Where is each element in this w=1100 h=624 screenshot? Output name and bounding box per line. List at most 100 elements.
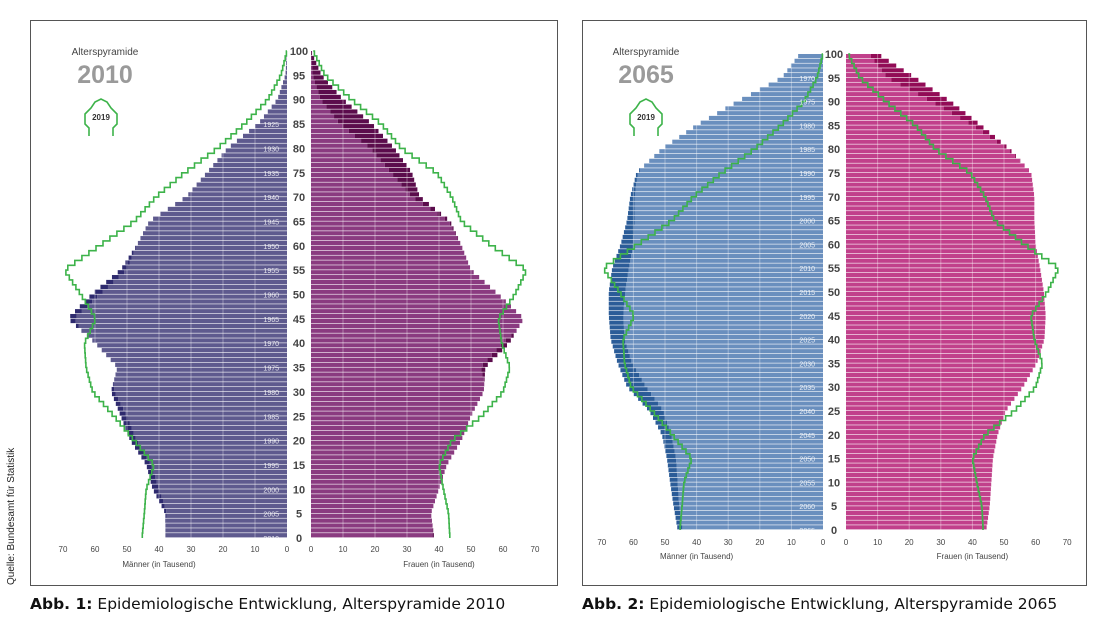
birth-year-label: 2020 xyxy=(799,314,815,321)
female-bar xyxy=(846,134,990,140)
female-bar xyxy=(311,182,402,187)
legend-pyramid-icon xyxy=(84,98,118,136)
male-surplus-bar xyxy=(667,458,677,463)
female-2019-outline xyxy=(848,53,1059,530)
female-bar xyxy=(846,491,991,497)
male-surplus-bar xyxy=(664,444,674,449)
female-bar xyxy=(846,510,989,516)
female-bar xyxy=(846,220,1035,225)
male-bar xyxy=(651,391,823,397)
female-bar xyxy=(311,328,517,333)
female-x-tick-label: 60 xyxy=(499,545,508,554)
male-bar xyxy=(663,411,823,416)
male-bar xyxy=(165,533,287,538)
male-x-tick-label: 20 xyxy=(755,538,764,547)
male-x-tick-label: 60 xyxy=(629,538,638,547)
male-surplus-bar xyxy=(164,508,167,514)
male-bar xyxy=(155,474,287,479)
male-bar xyxy=(783,73,823,78)
male-x-tick-label: 10 xyxy=(251,545,260,554)
male-bar xyxy=(635,187,823,192)
male-bar xyxy=(182,197,287,202)
birth-year-label: 1985 xyxy=(263,414,279,421)
female-bar xyxy=(311,89,319,95)
female-bar xyxy=(311,513,432,518)
female-bar xyxy=(846,139,997,144)
male-bar xyxy=(634,225,823,230)
birth-year-label: 2005 xyxy=(799,242,815,249)
female-surplus-bar xyxy=(401,182,416,187)
male-surplus-bar xyxy=(608,292,625,297)
male-bar xyxy=(283,80,287,85)
female-bar xyxy=(846,353,1040,359)
female-bar xyxy=(846,372,1030,378)
female-bar xyxy=(311,216,445,221)
male-bar xyxy=(81,309,287,314)
male-axis-title: Männer (in Tausend) xyxy=(122,560,196,569)
birth-year-label: 2065 xyxy=(799,528,815,535)
female-bar xyxy=(311,372,483,377)
male-surplus-bar xyxy=(642,401,658,406)
male-bar xyxy=(628,349,823,354)
female-bar xyxy=(846,363,1036,368)
female-surplus-bar xyxy=(348,128,379,134)
age-tick-label: 30 xyxy=(293,387,305,399)
female-bar xyxy=(846,77,892,82)
male-bar xyxy=(165,523,287,528)
male-bar xyxy=(86,333,287,338)
female-bar xyxy=(311,323,520,328)
male-bar xyxy=(624,330,823,335)
birth-year-label: 1995 xyxy=(799,195,815,202)
female-surplus-bar xyxy=(388,167,411,173)
female-bar xyxy=(846,63,879,68)
female-bar xyxy=(846,444,996,449)
female-surplus-bar xyxy=(322,99,346,104)
male-bar xyxy=(148,221,287,226)
female-bar xyxy=(846,391,1018,397)
male-surplus-bar xyxy=(670,482,678,487)
female-bar xyxy=(846,253,1038,259)
female-bar xyxy=(311,533,433,538)
male-bar xyxy=(644,382,823,387)
male-x-tick-label: 30 xyxy=(724,538,733,547)
male-surplus-bar xyxy=(153,489,160,494)
female-surplus-bar xyxy=(312,65,319,70)
male-surplus-bar xyxy=(675,515,681,520)
male-bar xyxy=(633,363,823,368)
male-bar xyxy=(679,501,823,506)
male-bar xyxy=(693,125,823,130)
male-surplus-bar xyxy=(161,503,165,509)
female-surplus-bar xyxy=(1014,153,1016,159)
male-surplus-bar xyxy=(615,353,630,359)
age-tick-label: 60 xyxy=(293,241,305,253)
female-x-tick-label: 40 xyxy=(968,538,977,547)
female-bar xyxy=(846,58,875,63)
female-surplus-bar xyxy=(380,158,403,163)
female-surplus-bar xyxy=(311,55,315,61)
male-bar xyxy=(160,211,287,216)
female-bar xyxy=(846,430,999,435)
age-tick-label: 90 xyxy=(293,95,305,107)
male-bar xyxy=(661,406,823,411)
birth-year-label: 2030 xyxy=(799,361,815,368)
age-tick-label: 80 xyxy=(828,144,840,156)
male-bar xyxy=(647,387,823,392)
male-bar xyxy=(708,115,823,121)
female-surplus-bar xyxy=(968,120,978,125)
female-surplus-bar xyxy=(361,138,388,143)
age-tick-label: 55 xyxy=(293,265,305,277)
female-x-tick-label: 30 xyxy=(403,545,412,554)
male-surplus-bar xyxy=(676,520,682,525)
female-bar xyxy=(311,245,463,251)
male-surplus-bar xyxy=(149,474,155,479)
male-bar xyxy=(794,58,823,63)
female-bar xyxy=(311,270,474,275)
male-bar xyxy=(114,387,287,392)
age-tick-label: 30 xyxy=(828,382,840,394)
female-bar xyxy=(311,387,484,392)
male-surplus-bar xyxy=(112,382,114,387)
female-bar xyxy=(846,501,990,506)
female-bar xyxy=(311,352,492,358)
female-bar xyxy=(311,177,398,182)
male-bar xyxy=(624,292,823,297)
